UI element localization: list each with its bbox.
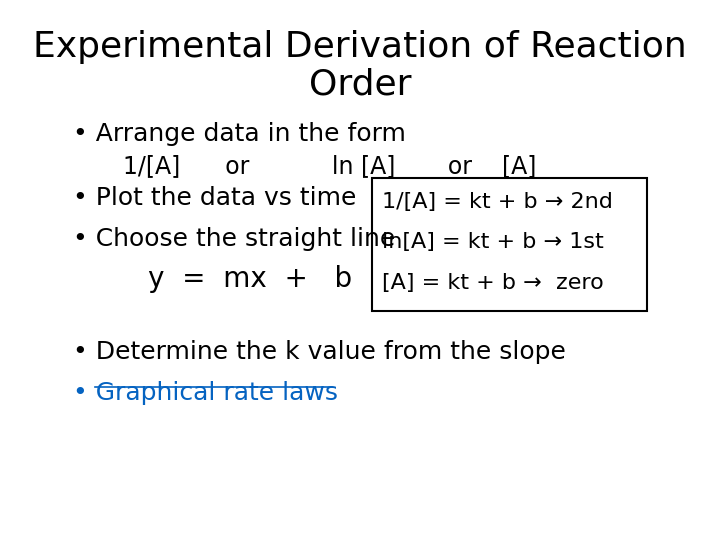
Text: • Choose the straight line: • Choose the straight line [73,227,395,251]
Text: 1/[A] = kt + b → 2nd: 1/[A] = kt + b → 2nd [382,192,613,212]
Text: 1/[A]      or           ln [A]       or    [A]: 1/[A] or ln [A] or [A] [123,154,536,178]
Text: • Determine the k value from the slope: • Determine the k value from the slope [73,340,566,364]
Text: y  =  mx  +   b: y = mx + b [148,265,352,293]
Text: ln[A] = kt + b → 1st: ln[A] = kt + b → 1st [382,232,603,252]
Text: • Plot the data vs time: • Plot the data vs time [73,186,356,210]
Text: Experimental Derivation of Reaction: Experimental Derivation of Reaction [33,30,687,64]
FancyBboxPatch shape [372,178,647,310]
Text: • Arrange data in the form: • Arrange data in the form [73,122,406,145]
Text: • Graphical rate laws: • Graphical rate laws [73,381,338,404]
Text: [A] = kt + b →  zero: [A] = kt + b → zero [382,273,603,293]
Text: Order: Order [309,68,411,102]
